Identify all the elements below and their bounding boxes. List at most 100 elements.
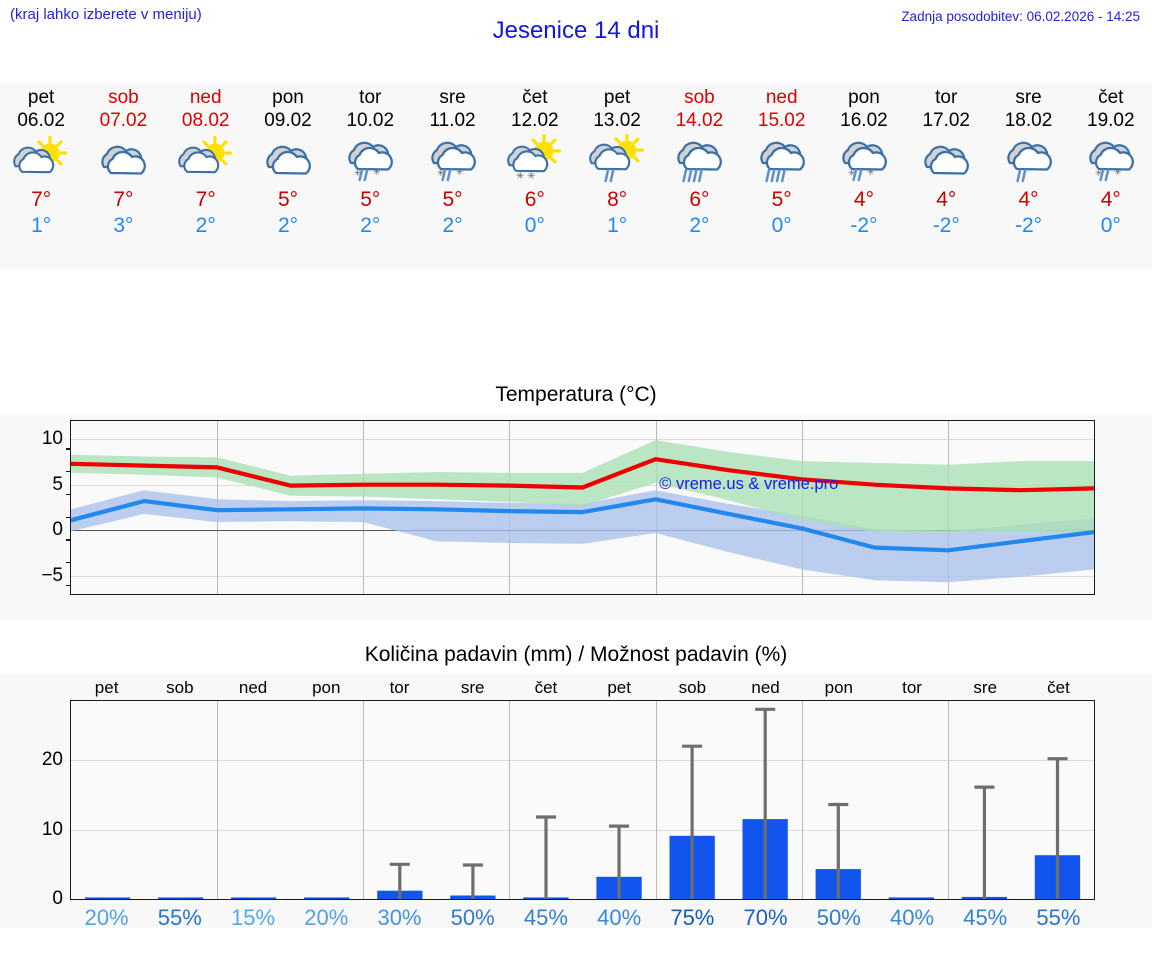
day-max-temp: 5°	[442, 188, 463, 211]
day-column[interactable]: sob 14.02 6° 2°	[658, 83, 740, 269]
day-max-temp: 4°	[936, 188, 957, 211]
temperature-chart-title: Temperatura (°C)	[0, 378, 1152, 414]
temperature-plot-area: 10 5 0 −5 © vreme.us & vreme.pro	[41, 420, 1095, 595]
day-of-week-label: sre	[439, 87, 466, 108]
day-min-temp: 0°	[771, 214, 792, 237]
day-column[interactable]: tor 10.02 ✳ ✳ 5° 2°	[329, 83, 411, 269]
day-min-temp: 1°	[607, 214, 628, 237]
precipitation-day-label: sre	[973, 678, 998, 697]
day-max-temp: 4°	[853, 188, 874, 211]
day-date-label: 19.02	[1087, 110, 1135, 131]
day-max-temp: 7°	[195, 188, 216, 211]
y-axis-tick-mark	[66, 448, 71, 450]
precipitation-chart-panel: Količina padavin (mm) / Možnost padavin …	[0, 638, 1152, 928]
day-min-temp: 2°	[442, 214, 463, 237]
day-of-week-label: pet	[27, 87, 55, 108]
precipitation-probability-label: 55%	[157, 905, 202, 930]
day-min-temp: 3°	[113, 214, 134, 237]
precipitation-chart-title: Količina padavin (mm) / Možnost padavin …	[0, 638, 1152, 674]
day-date-label: 18.02	[1004, 110, 1053, 131]
precipitation-probability-label: 15%	[231, 905, 276, 930]
day-date-label: 07.02	[99, 110, 148, 131]
svg-text:✳: ✳	[867, 168, 875, 178]
y-axis-tick-label: 20	[41, 749, 63, 771]
day-column[interactable]: ned 15.02 5° 0°	[741, 83, 823, 269]
day-column[interactable]: sob 07.02 7° 3°	[82, 83, 164, 269]
day-column[interactable]: pet 13.02 8° 1°	[576, 83, 658, 269]
cloud-sleet-icon: ✳ ✳	[833, 134, 895, 184]
day-column[interactable]: čet 19.02 ✳ ✳ 4° 0°	[1070, 83, 1152, 269]
day-min-temp: -2°	[932, 214, 960, 237]
day-max-temp: 7°	[31, 188, 52, 211]
gridline-vertical	[655, 701, 657, 899]
precipitation-day-label: čet	[534, 678, 558, 697]
precipitation-day-labels: pet sob ned pon tor sre čet pet sob ned pon tor sre č…	[70, 678, 1095, 700]
precipitation-probability-label: 20%	[84, 905, 129, 930]
day-of-week-label: čet	[1098, 87, 1124, 108]
precipitation-day-label: sre	[460, 678, 485, 697]
y-axis-tick-mark	[66, 539, 71, 541]
svg-text:✳: ✳	[456, 168, 464, 178]
day-column[interactable]: pon 09.02 5° 2°	[247, 83, 329, 269]
precipitation-probability-label: 30%	[377, 905, 422, 930]
y-axis-tick-mark	[66, 471, 71, 473]
precipitation-day-label: tor	[389, 678, 410, 697]
precipitation-probability-label: 55%	[1036, 905, 1081, 930]
temperature-chart-panel: Temperatura (°C) 10 5 0 −5 © vreme.us & vrem…	[0, 378, 1152, 620]
day-of-week-label: čet	[522, 87, 548, 108]
day-of-week-label: pet	[603, 87, 631, 108]
day-min-temp: 2°	[360, 214, 381, 237]
day-column[interactable]: pon 16.02 ✳ ✳ 4° -2°	[823, 83, 905, 269]
svg-text:✳: ✳	[848, 169, 856, 179]
precipitation-probability-label: 45%	[523, 905, 568, 930]
day-max-temp: 6°	[689, 188, 710, 211]
precipitation-day-label: ned	[238, 678, 268, 697]
precipitation-probability-label: 45%	[963, 905, 1008, 930]
day-min-temp: 2°	[195, 214, 216, 237]
day-date-label: 10.02	[346, 110, 395, 131]
watermark-label: © vreme.us & vreme.pro	[659, 474, 839, 493]
cloud-sleet-icon: ✳ ✳	[339, 134, 401, 184]
day-column[interactable]: sre 18.02 4° -2°	[987, 83, 1069, 269]
cloud-sleet-icon: ✳ ✳	[422, 134, 484, 184]
day-of-week-label: tor	[935, 87, 958, 108]
day-column[interactable]: pet 06.02 7° 1°	[0, 83, 82, 269]
day-min-temp: -2°	[1014, 214, 1043, 237]
day-max-temp: 6°	[524, 188, 545, 211]
day-max-temp: 4°	[1018, 188, 1039, 211]
precipitation-day-label: sob	[678, 678, 707, 697]
day-column[interactable]: sre 11.02 ✳ ✳ 5° 2°	[411, 83, 493, 269]
day-column[interactable]: čet 12.02 ✳ ✳ 6° 0°	[494, 83, 576, 269]
day-of-week-label: ned	[189, 87, 222, 108]
day-column[interactable]: tor 17.02 4° -2°	[905, 83, 987, 269]
day-date-label: 16.02	[840, 110, 888, 131]
cloud-sleet-icon: ✳ ✳	[1080, 134, 1142, 184]
svg-text:✳: ✳	[516, 171, 524, 182]
day-max-temp: 5°	[771, 188, 792, 211]
last-updated-label: Zadnja posodobitev: 06.02.2026 - 14:25	[901, 9, 1140, 24]
gridline-vertical	[363, 701, 365, 899]
day-date-label: 14.02	[675, 110, 724, 131]
sun-cloud-icon	[175, 134, 237, 184]
day-of-week-label: sre	[1015, 87, 1042, 108]
precipitation-day-label: čet	[1047, 678, 1070, 697]
top-bar: (kraj lahko izberete v meniju) Jesenice …	[0, 0, 1152, 62]
day-column[interactable]: ned 08.02 7° 2°	[165, 83, 247, 269]
day-date-label: 09.02	[264, 110, 312, 131]
y-axis-tick-label: 10	[41, 818, 63, 840]
day-min-temp: -2°	[850, 214, 878, 237]
y-axis-tick-mark	[66, 493, 71, 496]
svg-text:✳: ✳	[437, 169, 445, 179]
precipitation-day-label: sob	[166, 678, 194, 697]
gridline-vertical	[947, 701, 949, 899]
precipitation-probability-label: 50%	[450, 905, 495, 930]
y-axis-tick-label: 5	[52, 473, 63, 495]
gridline-horizontal	[71, 575, 1094, 577]
cloud-rain-icon	[668, 134, 730, 184]
y-axis-tick-mark	[66, 584, 71, 587]
svg-text:✳: ✳	[354, 169, 362, 179]
precipitation-day-label: tor	[902, 678, 922, 697]
day-of-week-label: sob	[684, 87, 715, 108]
day-of-week-label: tor	[359, 87, 382, 108]
day-date-label: 06.02	[17, 110, 65, 131]
